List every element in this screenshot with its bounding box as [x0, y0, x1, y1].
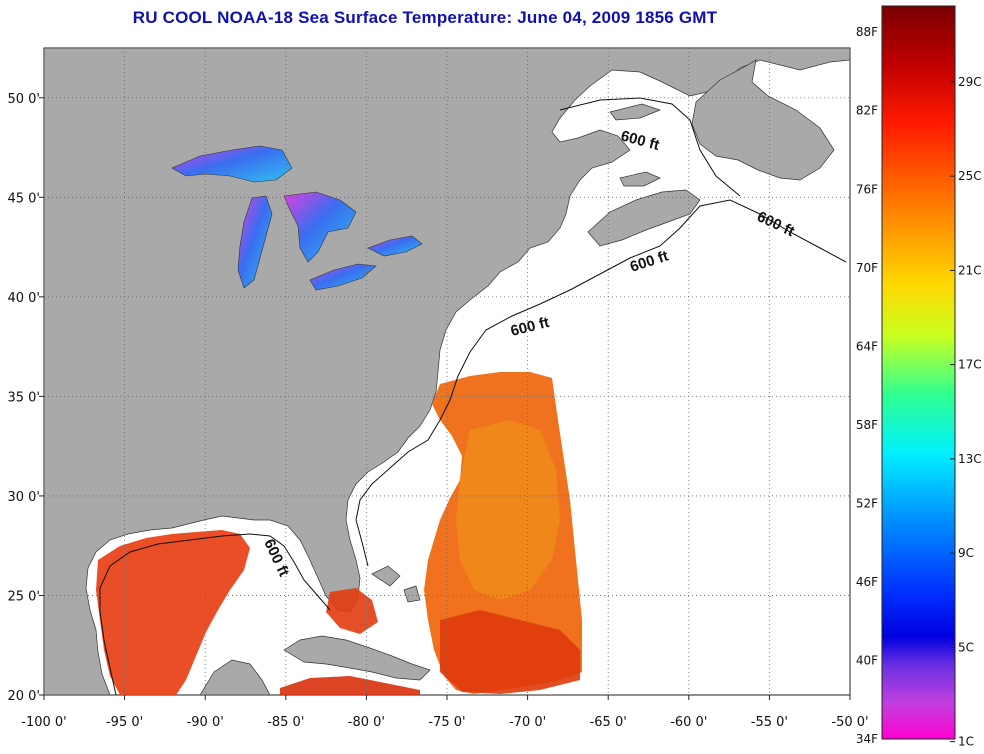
- colorbar-f-label: 76F: [856, 182, 878, 196]
- y-tick-label: 30 0': [7, 490, 40, 505]
- x-tick-label: -70 0': [509, 715, 546, 730]
- x-tick-label: -60 0': [670, 715, 707, 730]
- x-tick-label: -100 0': [21, 715, 66, 730]
- colorbar-f-label: 70F: [856, 261, 878, 275]
- lake-superior: [171, 145, 293, 183]
- land-nova-scotia: [587, 189, 701, 247]
- land-north-america: [44, 48, 850, 695]
- y-tick-label: 40 0': [7, 291, 40, 306]
- sst-florida-straits: [326, 588, 378, 634]
- y-tick-label: 25 0': [7, 589, 40, 604]
- colorbar-f-label: 34F: [856, 732, 878, 746]
- colorbar-c-label: 5C: [958, 640, 974, 654]
- colorbar-f-label: 52F: [856, 496, 878, 510]
- colorbar-c-label: 29C: [958, 75, 982, 89]
- colorbar-c-label: 13C: [958, 452, 982, 466]
- isobath-contour-southeast: [355, 419, 441, 567]
- colorbar-fahrenheit-labels: 88F 82F 76F 70F 64F 58F 52F 46F 40F 34F: [856, 25, 878, 746]
- lake-ontario: [367, 235, 423, 257]
- land-bahamas: [371, 565, 421, 603]
- isobath-contour-gulf: [99, 533, 331, 695]
- isobath-contour-northeast: [439, 199, 847, 421]
- x-tick-label: -85 0': [267, 715, 304, 730]
- sst-atlantic-warm-core: [456, 420, 560, 600]
- y-axis-ticks: 50 0' 45 0' 40 0' 35 0' 30 0' 25 0' 20 0': [7, 92, 44, 704]
- colorbar-c-label: 9C: [958, 546, 974, 560]
- y-tick-label: 50 0': [7, 92, 40, 107]
- land-pei: [619, 171, 661, 187]
- colorbar-c-label: 25C: [958, 169, 982, 183]
- colorbar-celsius-labels: 29C 25C 21C 17C 13C 9C 5C 1C: [950, 75, 982, 749]
- y-tick-label: 45 0': [7, 191, 40, 206]
- colorbar-c-label: 21C: [958, 263, 982, 277]
- sst-caribbean: [280, 676, 420, 695]
- colorbar-f-label: 64F: [856, 339, 878, 353]
- isobath-contour-gulf-of-st-lawrence: [559, 97, 741, 197]
- colorbar: [881, 5, 956, 740]
- land-yucatan: [199, 659, 271, 695]
- colorbar-f-label: 40F: [856, 653, 878, 667]
- colorbar-f-label: 58F: [856, 418, 878, 432]
- colorbar-f-label: 46F: [856, 575, 878, 589]
- x-tick-label: -50 0': [831, 715, 868, 730]
- y-tick-label: 35 0': [7, 390, 40, 405]
- x-tick-label: -80 0': [348, 715, 385, 730]
- colorbar-f-label: 82F: [856, 104, 878, 118]
- lake-michigan: [237, 195, 273, 289]
- colorbar-f-label: 88F: [856, 25, 878, 39]
- land-anticosti: [609, 103, 662, 121]
- map-title: RU COOL NOAA-18 Sea Surface Temperature:…: [132, 8, 718, 27]
- lake-erie: [309, 263, 377, 291]
- y-tick-label: 20 0': [7, 689, 40, 704]
- x-axis-ticks: -100 0' -95 0' -90 0' -85 0' -80 0' -75 0' -70…: [21, 695, 869, 730]
- land-cuba: [283, 635, 431, 681]
- x-tick-label: -55 0': [751, 715, 788, 730]
- land-newfoundland: [691, 59, 835, 181]
- x-tick-label: -65 0': [590, 715, 627, 730]
- lake-huron: [283, 191, 357, 263]
- colorbar-c-label: 1C: [958, 735, 974, 749]
- sst-atlantic-hot-south: [440, 610, 580, 694]
- x-tick-label: -90 0': [187, 715, 224, 730]
- x-tick-label: -95 0': [106, 715, 143, 730]
- colorbar-c-label: 17C: [958, 358, 982, 372]
- sst-gulf-of-mexico: [96, 530, 250, 695]
- x-tick-label: -75 0': [428, 715, 465, 730]
